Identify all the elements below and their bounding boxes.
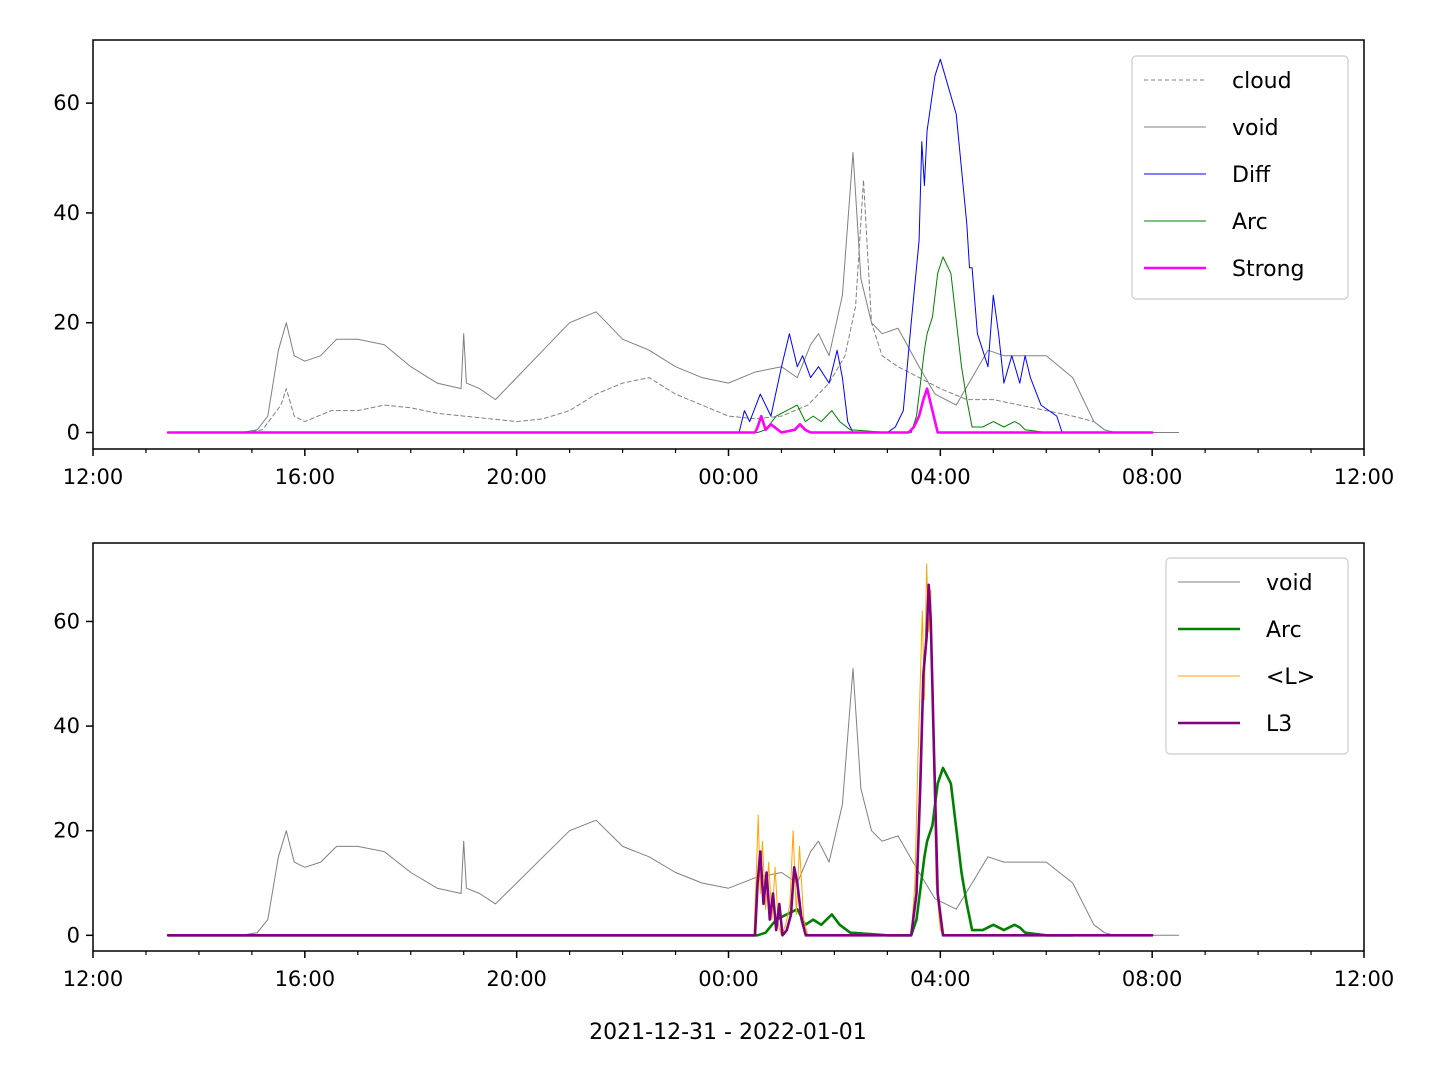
y-tick-label: 60: [53, 609, 80, 633]
legend-label: <L>: [1266, 665, 1315, 690]
legend: void Arc <L> L3: [1165, 557, 1349, 755]
x-tick-label: 12:00: [1334, 465, 1395, 489]
legend-label: void: [1266, 571, 1313, 596]
y-tick-label: 0: [67, 421, 80, 445]
series-line-void: [167, 668, 1180, 936]
x-tick-label: 12:00: [63, 465, 124, 489]
series-line-arc: [167, 256, 1074, 433]
x-tick-label: 08:00: [1122, 465, 1183, 489]
x-tick-label: 00:00: [698, 465, 759, 489]
legend: cloud void Diff Arc Strong: [1131, 55, 1349, 300]
series-line-strong: [166, 387, 1154, 434]
x-tick-label: 00:00: [698, 967, 759, 991]
series-line-diff: [167, 58, 1153, 433]
legend-label: void: [1232, 116, 1279, 141]
x-tick-label: 20:00: [486, 465, 547, 489]
x-tick-label: 04:00: [910, 465, 971, 489]
y-tick-label: 20: [53, 819, 80, 843]
x-tick-label: 12:00: [1334, 967, 1395, 991]
x-tick-label: 16:00: [275, 465, 336, 489]
y-tick-label: 60: [53, 91, 80, 115]
series-line-l3: [166, 583, 1154, 937]
legend-label: Diff: [1232, 163, 1271, 188]
x-tick-label: 20:00: [486, 967, 547, 991]
legend-label: cloud: [1232, 69, 1292, 94]
series-group: [166, 58, 1180, 434]
series-group: [166, 563, 1180, 937]
legend-box: [1131, 55, 1349, 300]
legend-label: Arc: [1232, 210, 1268, 235]
series-line-void: [167, 152, 1180, 433]
x-tick-label: 12:00: [63, 967, 124, 991]
y-tick-label: 20: [53, 311, 80, 335]
bottom-chart-panel: 0 20 40 60 12:00 16:00 20:00 00:00 04:00 08:00 12:…: [53, 542, 1395, 991]
y-tick-label: 0: [67, 923, 80, 947]
legend-box: [1165, 557, 1349, 755]
y-tick-label: 40: [53, 714, 80, 738]
legend-label: Arc: [1266, 618, 1302, 643]
legend-label: Strong: [1232, 257, 1305, 282]
y-tick-label: 40: [53, 201, 80, 225]
x-tick-label: 16:00: [275, 967, 336, 991]
top-chart-panel: 0 20 40 60 12:00 16:00 20:00 00:00 04:00 08:00 12:…: [53, 39, 1395, 489]
series-line-cloud: [167, 179, 1180, 433]
x-tick-label: 04:00: [910, 967, 971, 991]
legend-label: L3: [1266, 712, 1292, 737]
x-tick-label: 08:00: [1122, 967, 1183, 991]
figure-xlabel: 2021-12-31 - 2022-01-01: [589, 1020, 867, 1045]
